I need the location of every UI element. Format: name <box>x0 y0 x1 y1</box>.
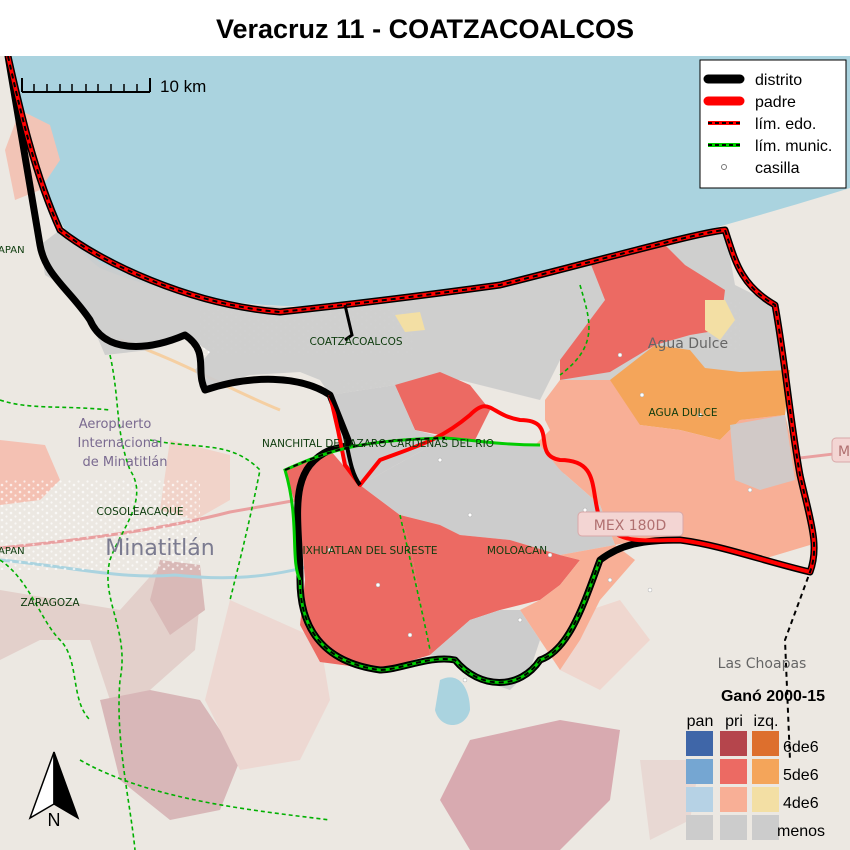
legend-distrito: distrito <box>755 72 802 89</box>
airport-label-3: de Minatitlán <box>82 455 167 470</box>
col-pan: pan <box>687 713 714 730</box>
map-canvas[interactable]: Aeropuerto Internacional de Minatitlán M… <box>0 56 850 850</box>
win-legend: Ganó 2000-15 pan pri izq. 6de6 5de6 4de6… <box>686 688 825 840</box>
label-ixhuatlan: IXHUATLAN DEL SURESTE <box>302 545 437 557</box>
row-menos: menos <box>777 823 825 840</box>
swatch-izq-5de6 <box>752 759 779 784</box>
label-zaragoza: ZARAGOZA <box>20 597 80 609</box>
highway-label: MEX 180D <box>594 518 666 534</box>
municipality-labels: COATZACOALCOS AGUA DULCE NANCHITAL DE LA… <box>20 336 717 609</box>
legend-lim-edo: lím. edo. <box>755 116 816 133</box>
swatch-izq-6de6 <box>752 731 779 756</box>
map-title: Veracruz 11 - COATZACOALCOS <box>215 14 635 44</box>
district-municipalities <box>40 230 810 690</box>
highway-label-right: M <box>838 444 850 460</box>
agua-dulce-place-label: Agua Dulce <box>648 336 728 352</box>
airport-label-1: Aeropuerto <box>79 417 152 432</box>
legend-lim-munic: lím. munic. <box>755 138 832 155</box>
municipality-centre[interactable] <box>395 372 490 460</box>
basemap-labels: Aeropuerto Internacional de Minatitlán M… <box>0 245 850 672</box>
swatch-pan-4de6 <box>686 787 713 812</box>
swatch-pan-6de6 <box>686 731 713 756</box>
municipality-moloacan[interactable] <box>400 515 580 655</box>
swatch-pri-menos <box>720 815 747 840</box>
legend-casilla: casilla <box>755 160 800 177</box>
swatch-pri-6de6 <box>720 731 747 756</box>
row-5de6: 5de6 <box>783 767 819 784</box>
row-6de6: 6de6 <box>783 739 819 756</box>
label-coatzacoalcos: COATZACOALCOS <box>309 336 402 348</box>
legend-padre: padre <box>755 94 796 111</box>
col-pri: pri <box>725 713 743 730</box>
label-agua-dulce: AGUA DULCE <box>649 407 718 419</box>
swatch-pan-5de6 <box>686 759 713 784</box>
casilla-points <box>327 352 753 683</box>
municipality-coatzacoalcos[interactable] <box>40 230 605 400</box>
edge-label-2: APAN <box>0 546 25 557</box>
las-choapas-label: Las Choapas <box>718 656 807 672</box>
swatch-pri-4de6 <box>720 787 747 812</box>
scale-label: 10 km <box>160 77 206 96</box>
swatch-pan-menos <box>686 815 713 840</box>
municipality-agua-dulce[interactable] <box>610 345 790 440</box>
boundaries <box>0 56 818 850</box>
label-nanchital: NANCHITAL DE LAZARO CARDENAS DEL RIO <box>262 438 494 450</box>
gulf-of-mexico <box>8 56 850 307</box>
scale-bar: 10 km <box>21 77 206 96</box>
swatch-pri-5de6 <box>720 759 747 784</box>
legend: distrito padre lím. edo. lím. munic. cas… <box>699 59 847 189</box>
north-arrow: N <box>28 751 80 830</box>
win-legend-title: Ganó 2000-15 <box>721 688 825 705</box>
swatch-izq-4de6 <box>752 787 779 812</box>
col-izq: izq. <box>754 713 779 730</box>
swatch-izq-menos <box>752 815 779 840</box>
municipality-nanchital[interactable] <box>330 385 445 485</box>
row-4de6: 4de6 <box>783 795 819 812</box>
municipality-agua-dulce-north[interactable] <box>560 245 725 380</box>
edge-label-1: APAN <box>0 245 25 256</box>
north-label: N <box>48 810 61 830</box>
airport-label-2: Internacional <box>77 436 162 451</box>
minatitlan-label: Minatitlán <box>105 536 214 561</box>
label-moloacan: MOLOACAN <box>487 545 547 557</box>
municipality-ixhuatlan[interactable] <box>285 450 430 670</box>
label-cosoleacaque: COSOLEACAQUE <box>97 506 184 518</box>
